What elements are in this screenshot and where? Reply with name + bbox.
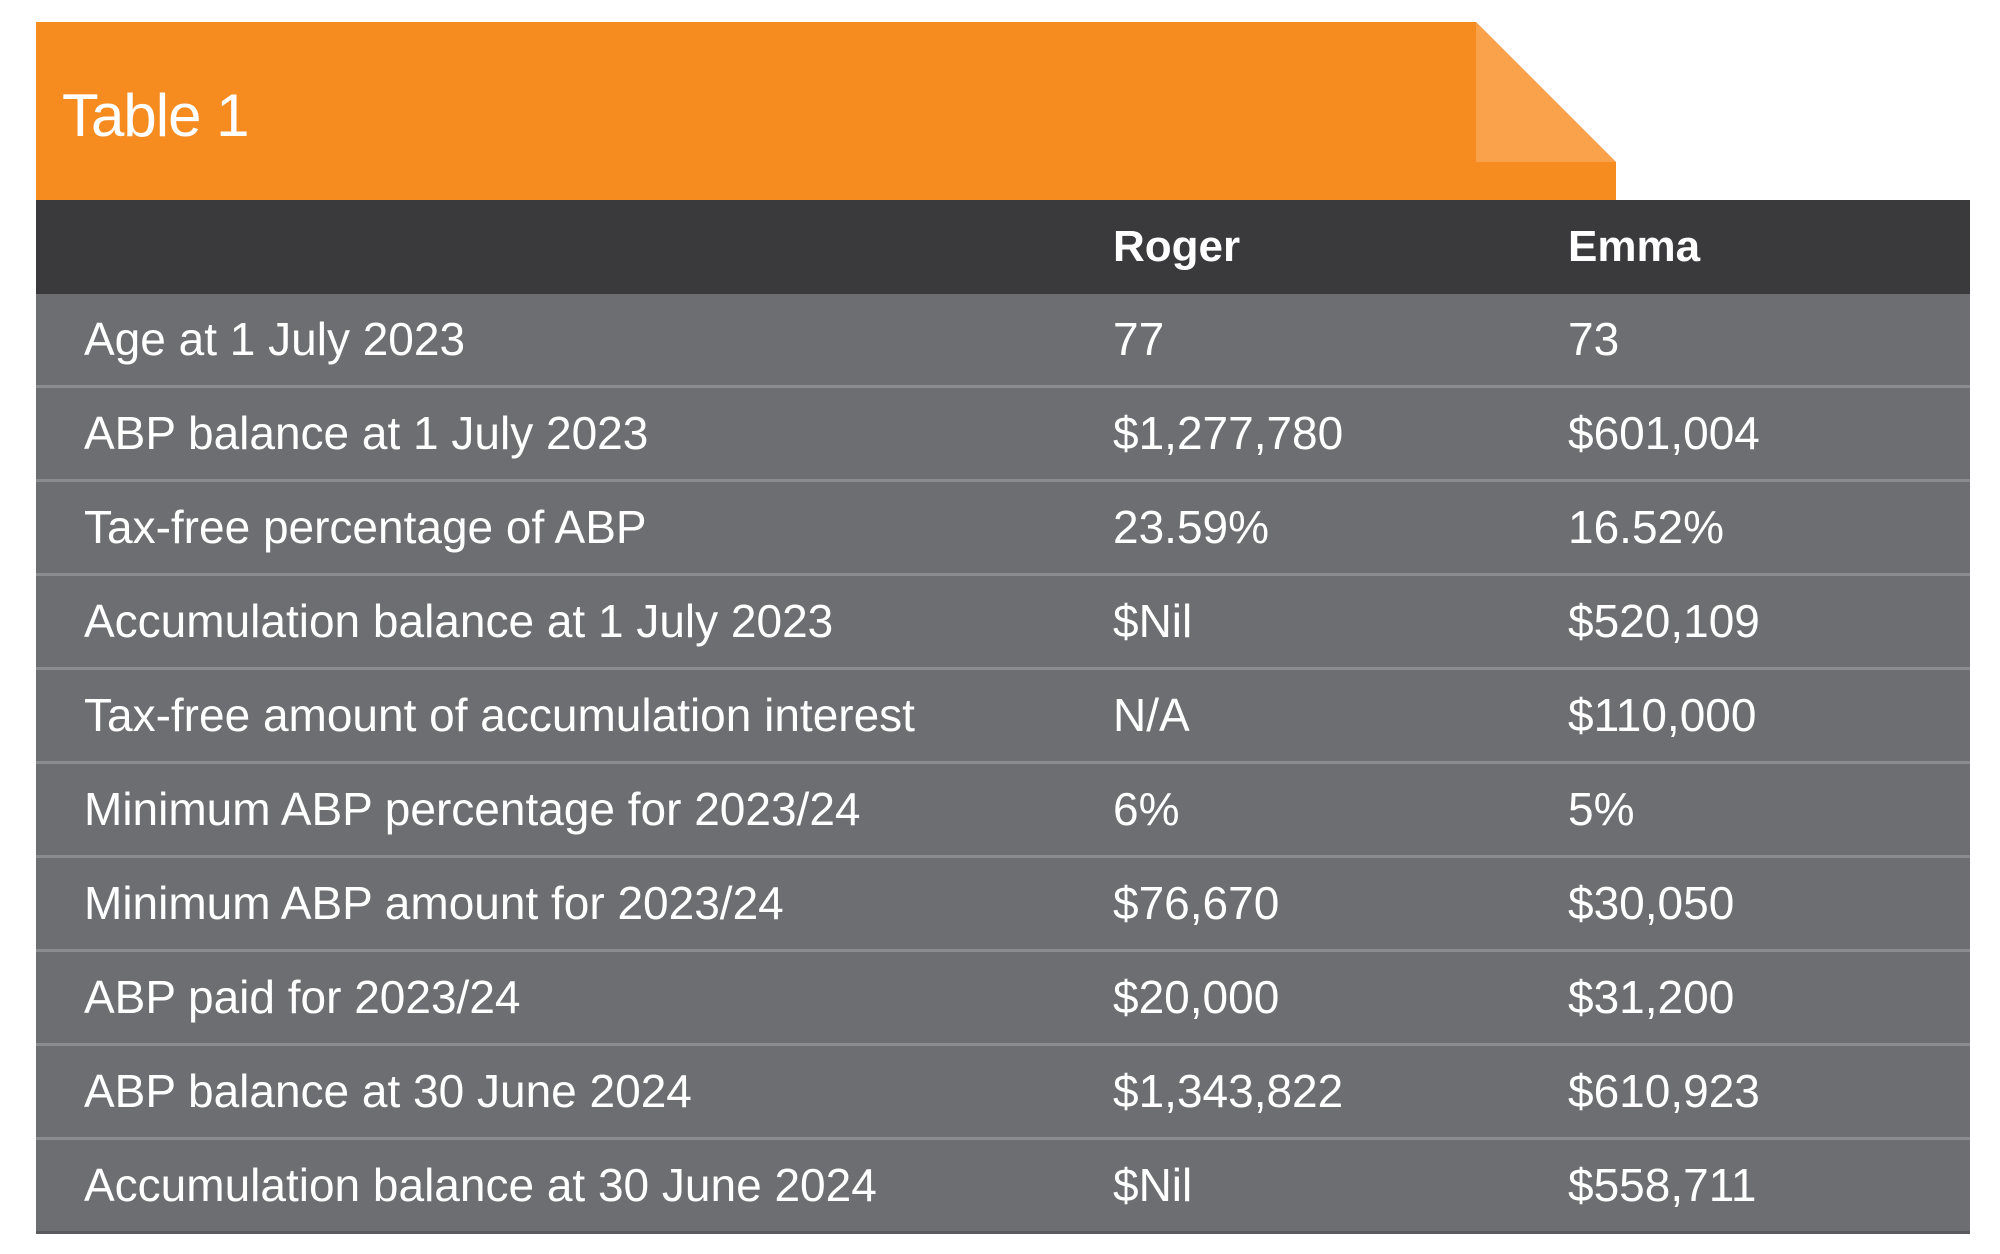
table-row: Age at 1 July 2023 77 73 <box>36 294 1970 388</box>
emma-value: $30,050 <box>1568 877 1735 929</box>
table-header-row: Roger Emma <box>36 200 1970 294</box>
table-row: ABP paid for 2023/24 $20,000 $31,200 <box>36 952 1970 1046</box>
emma-value: 5% <box>1568 783 1635 835</box>
emma-value: $110,000 <box>1568 689 1757 741</box>
table-title-tab: Table 1 <box>36 22 1616 200</box>
emma-value: $610,923 <box>1568 1065 1760 1117</box>
table-row: Accumulation balance at 30 June 2024 $Ni… <box>36 1140 1970 1231</box>
table-title: Table 1 <box>62 82 249 149</box>
table-row: ABP balance at 30 June 2024 $1,343,822 $… <box>36 1046 1970 1140</box>
roger-value: 6% <box>1113 783 1180 835</box>
emma-value: $520,109 <box>1568 595 1760 647</box>
roger-value: 77 <box>1113 313 1165 365</box>
tab-fold-corner <box>1476 22 1616 162</box>
roger-value: $Nil <box>1113 595 1193 647</box>
emma-value: 73 <box>1568 313 1620 365</box>
row-label: Tax-free amount of accumulation interest <box>84 689 915 741</box>
table-row: Minimum ABP amount for 2023/24 $76,670 $… <box>36 858 1970 952</box>
data-table: Roger Emma Age at 1 July 2023 77 73 ABP … <box>36 200 1970 1234</box>
roger-value: $1,277,780 <box>1113 407 1344 459</box>
header-roger: Roger <box>1113 222 1241 271</box>
roger-value: N/A <box>1113 689 1190 741</box>
table-row: ABP balance at 1 July 2023 $1,277,780 $6… <box>36 388 1970 482</box>
roger-value: 23.59% <box>1113 501 1270 553</box>
emma-value: $601,004 <box>1568 407 1760 459</box>
emma-value: $31,200 <box>1568 971 1735 1023</box>
row-label: Accumulation balance at 1 July 2023 <box>84 595 834 647</box>
table-row: Minimum ABP percentage for 2023/24 6% 5% <box>36 764 1970 858</box>
row-label: ABP paid for 2023/24 <box>84 971 521 1023</box>
tab-shape <box>36 22 1616 200</box>
table-row: Accumulation balance at 1 July 2023 $Nil… <box>36 576 1970 670</box>
row-label: ABP balance at 1 July 2023 <box>84 407 649 459</box>
roger-value: $20,000 <box>1113 971 1280 1023</box>
emma-value: $558,711 <box>1568 1159 1757 1211</box>
emma-value: 16.52% <box>1568 501 1725 553</box>
roger-value: $1,343,822 <box>1113 1065 1344 1117</box>
row-label: Minimum ABP amount for 2023/24 <box>84 877 784 929</box>
row-label: Tax-free percentage of ABP <box>84 501 647 553</box>
roger-value: $76,670 <box>1113 877 1280 929</box>
table-row: Tax-free percentage of ABP 23.59% 16.52% <box>36 482 1970 576</box>
table-row: Tax-free amount of accumulation interest… <box>36 670 1970 764</box>
row-label: Minimum ABP percentage for 2023/24 <box>84 783 861 835</box>
header-emma: Emma <box>1568 222 1701 271</box>
row-label: Age at 1 July 2023 <box>84 313 466 365</box>
row-label: Accumulation balance at 30 June 2024 <box>84 1159 877 1211</box>
row-label: ABP balance at 30 June 2024 <box>84 1065 692 1117</box>
roger-value: $Nil <box>1113 1159 1193 1211</box>
tab-background <box>36 22 1616 200</box>
